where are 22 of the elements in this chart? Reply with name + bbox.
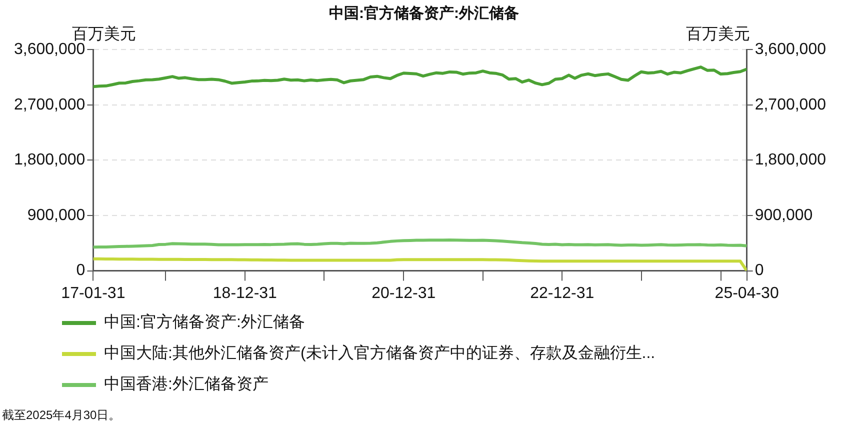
y2-tick-label: 3,600,000: [754, 41, 826, 58]
y-tick-label: 900,000: [27, 206, 86, 224]
legend-label: 中国:官方储备资产:外汇储备: [104, 312, 305, 333]
y2-axis-title: 百万美元: [686, 24, 750, 45]
y2-tick-label: 0: [754, 262, 764, 280]
y-tick-label: 3,600,000: [14, 41, 86, 58]
legend-label: 中国大陆:其他外汇储备资产(未计入官方储备资产中的证券、存款及金融衍生...: [104, 344, 656, 364]
y2-tick-label: 1,800,000: [754, 152, 826, 169]
y-tick-label: 1,800,000: [14, 152, 86, 169]
y-tick-label: 2,700,000: [14, 96, 86, 114]
y-axis-title: 百万美元: [72, 24, 136, 43]
x-tick-label: 20-12-31: [372, 284, 436, 302]
x-tick-label: 25-04-30: [714, 284, 779, 302]
y-tick-label: 0: [76, 262, 86, 280]
x-tick-label: 18-12-31: [212, 284, 278, 302]
legend-label: 中国香港:外汇储备资产: [104, 374, 268, 395]
chart-title: 中国:官方储备资产:外汇储备: [328, 4, 520, 23]
y2-tick-label: 2,700,000: [754, 96, 826, 114]
x-tick-label: 17-01-31: [61, 284, 126, 302]
y2-tick-label: 900,000: [754, 206, 813, 224]
x-tick-label: 22-12-31: [530, 284, 594, 302]
text: 截至2025年4月30日。: [2, 407, 121, 424]
